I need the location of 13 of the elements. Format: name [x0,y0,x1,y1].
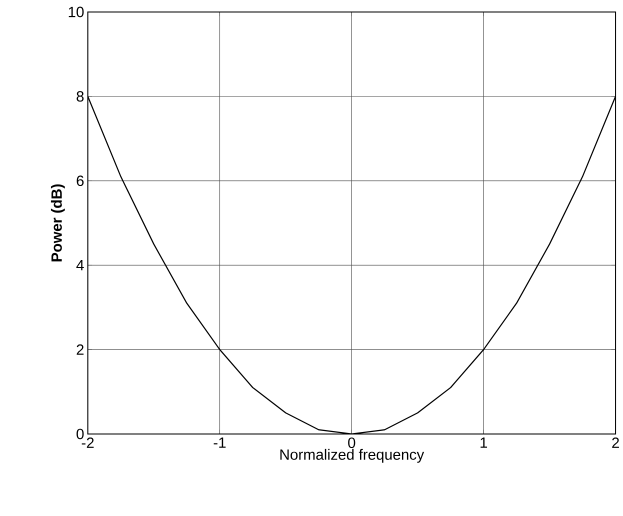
y-tick-label: 0 [76,428,84,440]
y-tick-label: 10 [68,6,84,18]
x-tick-label: -1 [214,438,226,448]
x-tick-label: -2 [82,438,94,448]
y-axis-title: Power (dB) [50,184,65,262]
x-tick-label: 1 [480,438,488,448]
y-tick-label: 6 [76,176,84,186]
y-tick-label: 4 [76,260,84,270]
x-tick-label: 0 [348,438,356,448]
y-tick-label: 2 [76,344,84,355]
x-axis-title: Normalized frequency [280,449,424,463]
x-tick-label: 2 [612,438,619,448]
y-tick-label: 8 [76,91,84,102]
